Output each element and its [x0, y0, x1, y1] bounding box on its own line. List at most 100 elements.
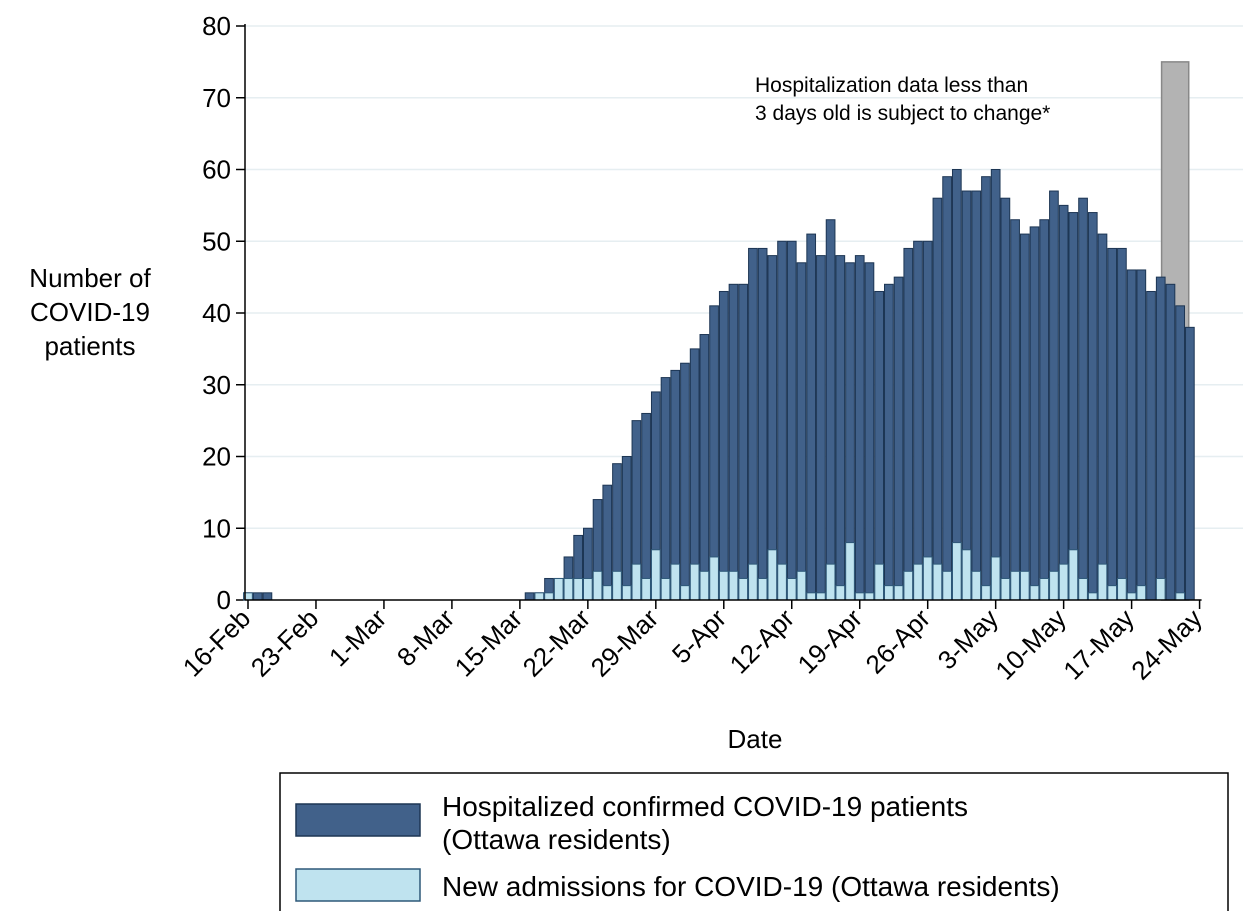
bar: [728, 283, 739, 601]
bar: [1087, 592, 1098, 601]
bar: [1175, 305, 1186, 601]
bar: [884, 283, 894, 601]
bar: [1078, 197, 1088, 601]
bar: [641, 412, 651, 601]
y-tick-label: 50: [202, 226, 231, 256]
bar: [1107, 247, 1118, 601]
bar: [903, 570, 914, 601]
bar: [1019, 233, 1030, 601]
bar: [845, 542, 855, 601]
y-tick-label: 0: [217, 585, 231, 615]
bar: [864, 592, 875, 601]
bar: [1175, 592, 1186, 601]
bar: [534, 592, 545, 601]
bar: [816, 592, 826, 601]
x-tick-label: 12-Apr: [724, 603, 801, 680]
bar: [602, 484, 613, 601]
bar: [1155, 577, 1166, 601]
bar: [767, 549, 778, 601]
bar: [1126, 592, 1137, 601]
x-tick-label: 26-Apr: [860, 603, 937, 680]
legend-box: [279, 772, 1229, 911]
legend-label: New admissions for COVID-19 (Ottawa resi…: [442, 871, 1060, 902]
bar: [1058, 563, 1069, 601]
bar: [1000, 197, 1011, 601]
bar: [806, 592, 817, 601]
bar: [680, 362, 690, 601]
bar: [602, 585, 613, 601]
x-tick-label: 19-Apr: [792, 603, 869, 680]
bar: [932, 197, 943, 601]
bar: [922, 556, 933, 601]
y-axis-label: patients: [44, 331, 135, 361]
bar: [1155, 276, 1166, 601]
x-tick-label: 29-Mar: [585, 603, 665, 683]
bar: [1146, 290, 1156, 601]
bar: [738, 577, 749, 601]
bar: [757, 577, 768, 601]
bar: [680, 585, 690, 601]
bar: [670, 563, 681, 601]
y-tick-label: 10: [202, 513, 231, 543]
bar: [699, 334, 710, 601]
bar: [981, 176, 991, 601]
bar: [893, 585, 904, 601]
x-tick-label: 10-May: [989, 603, 1072, 686]
bar: [903, 247, 914, 601]
bar: [1010, 219, 1020, 601]
bar: [1058, 204, 1069, 601]
bar: [524, 592, 535, 601]
y-tick-label: 80: [202, 11, 231, 41]
bar: [553, 577, 564, 601]
bar: [582, 577, 593, 601]
bar: [951, 169, 962, 601]
bar: [913, 563, 923, 601]
bar: [621, 585, 632, 601]
bar: [786, 240, 797, 601]
bar: [650, 549, 661, 601]
bar: [718, 570, 729, 601]
bar: [796, 262, 807, 601]
bar: [932, 563, 943, 601]
bar: [1126, 269, 1137, 601]
bar: [1136, 269, 1147, 601]
bar: [738, 283, 749, 601]
bar: [1039, 577, 1050, 601]
bar: [641, 577, 651, 601]
bar: [728, 570, 739, 601]
bar: [544, 592, 554, 601]
y-tick-label: 40: [202, 298, 231, 328]
legend-swatch: [295, 868, 421, 902]
bar: [757, 247, 768, 601]
x-tick-label: 24-May: [1125, 603, 1208, 686]
bar: [777, 240, 787, 601]
x-axis-label: Date: [728, 724, 783, 754]
bar: [854, 592, 865, 601]
bar: [922, 240, 933, 601]
bar: [942, 570, 952, 601]
bar: [1068, 549, 1079, 601]
bar: [1165, 283, 1176, 601]
x-tick-label: 17-May: [1057, 603, 1140, 686]
bar: [660, 577, 671, 601]
bar: [1019, 570, 1030, 601]
bar: [777, 563, 787, 601]
bar: [981, 585, 991, 601]
bar: [1097, 563, 1108, 601]
bar: [748, 247, 758, 601]
bar: [1078, 577, 1088, 601]
bar: [874, 290, 885, 601]
bar: [1087, 212, 1098, 601]
y-axis-label: Number of: [29, 263, 151, 293]
bar: [990, 169, 1001, 601]
bar: [1049, 190, 1059, 601]
bar: [563, 577, 574, 601]
bar: [1000, 577, 1011, 601]
bar: [835, 255, 846, 601]
y-tick-label: 70: [202, 83, 231, 113]
bar: [612, 570, 622, 601]
annotation: Hospitalization data less than: [755, 74, 1028, 97]
bar: [689, 348, 700, 601]
bar: [884, 585, 894, 601]
